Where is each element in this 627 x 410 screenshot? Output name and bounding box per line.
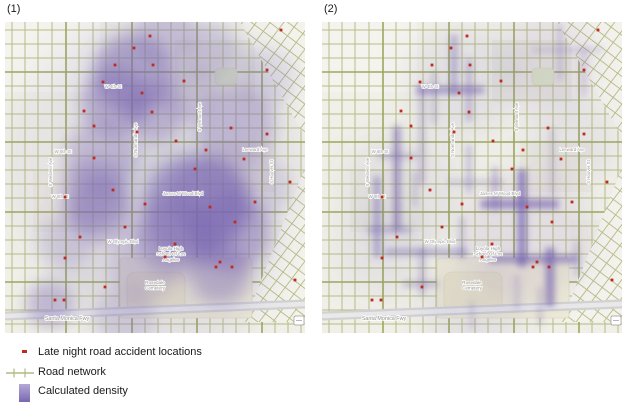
map-labels-layer: W 4th St W 6th St W 8th St Leeward Ave James…	[44, 83, 275, 323]
map-panel-point-density: W 4th St W 6th St W 8th St Leeward Ave James…	[5, 22, 305, 333]
area-label: Loyola High School Of Los Angeles	[474, 246, 504, 262]
legend-label-density: Calculated density	[38, 385, 128, 397]
street-label: W 4th St	[422, 84, 440, 89]
density-layer	[337, 22, 617, 333]
panel-2-label: (2)	[324, 3, 338, 15]
freeway-label: Santa Monica Fwy	[45, 316, 90, 322]
density-layer	[5, 22, 305, 333]
street-label: S Vermont Ave	[514, 102, 519, 132]
accident-point-icon	[22, 350, 27, 353]
street-label: S Normandie Ave	[133, 122, 138, 157]
area-label: Rosedale Cemetery	[462, 280, 483, 290]
map-labels-layer: W 4th St W 6th St W 8th St Leeward Ave James…	[361, 83, 592, 323]
street-label: James M Wood Blvd	[480, 191, 521, 196]
area-label: Rosedale Cemetery	[145, 280, 166, 290]
street-label: W 8th St	[369, 194, 387, 199]
legend-label-accidents: Late night road accident locations	[38, 346, 202, 358]
area-label: Loyola High School Of Los Angeles	[157, 246, 187, 262]
accident-points-layer	[53, 28, 297, 302]
panel-1-label: (1)	[7, 3, 21, 15]
street-label: S Western Ave	[48, 157, 53, 186]
street-label: S Vermont Ave	[197, 102, 202, 132]
street-label: S Hoover St	[269, 159, 274, 183]
freeway-label: Santa Monica Fwy	[362, 316, 407, 322]
map-panel-network-density: W 4th St W 6th St W 8th St Leeward Ave James…	[322, 22, 622, 333]
street-label: Leeward Ave	[242, 147, 268, 152]
street-label: James M Wood Blvd	[163, 191, 204, 196]
legend-label-road-network: Road network	[38, 366, 106, 378]
street-label: W 6th St	[372, 149, 390, 154]
road-network-icon	[5, 366, 35, 385]
street-label: Leeward Ave	[559, 147, 585, 152]
street-label: W Olympic Blvd	[108, 239, 140, 244]
street-label: S Western Ave	[365, 157, 370, 186]
map-attribution-icon	[293, 315, 305, 326]
map-attribution-icon	[610, 315, 622, 326]
density-swatch-icon	[19, 384, 30, 402]
street-label: S Hoover St	[586, 159, 591, 183]
street-label: W Olympic Blvd	[425, 239, 457, 244]
accident-points-layer	[370, 28, 614, 302]
street-label: S Normandie Ave	[450, 122, 455, 157]
street-label: W 6th St	[55, 149, 73, 154]
street-label: W 4th St	[105, 84, 123, 89]
street-label: W 8th St	[52, 194, 70, 199]
